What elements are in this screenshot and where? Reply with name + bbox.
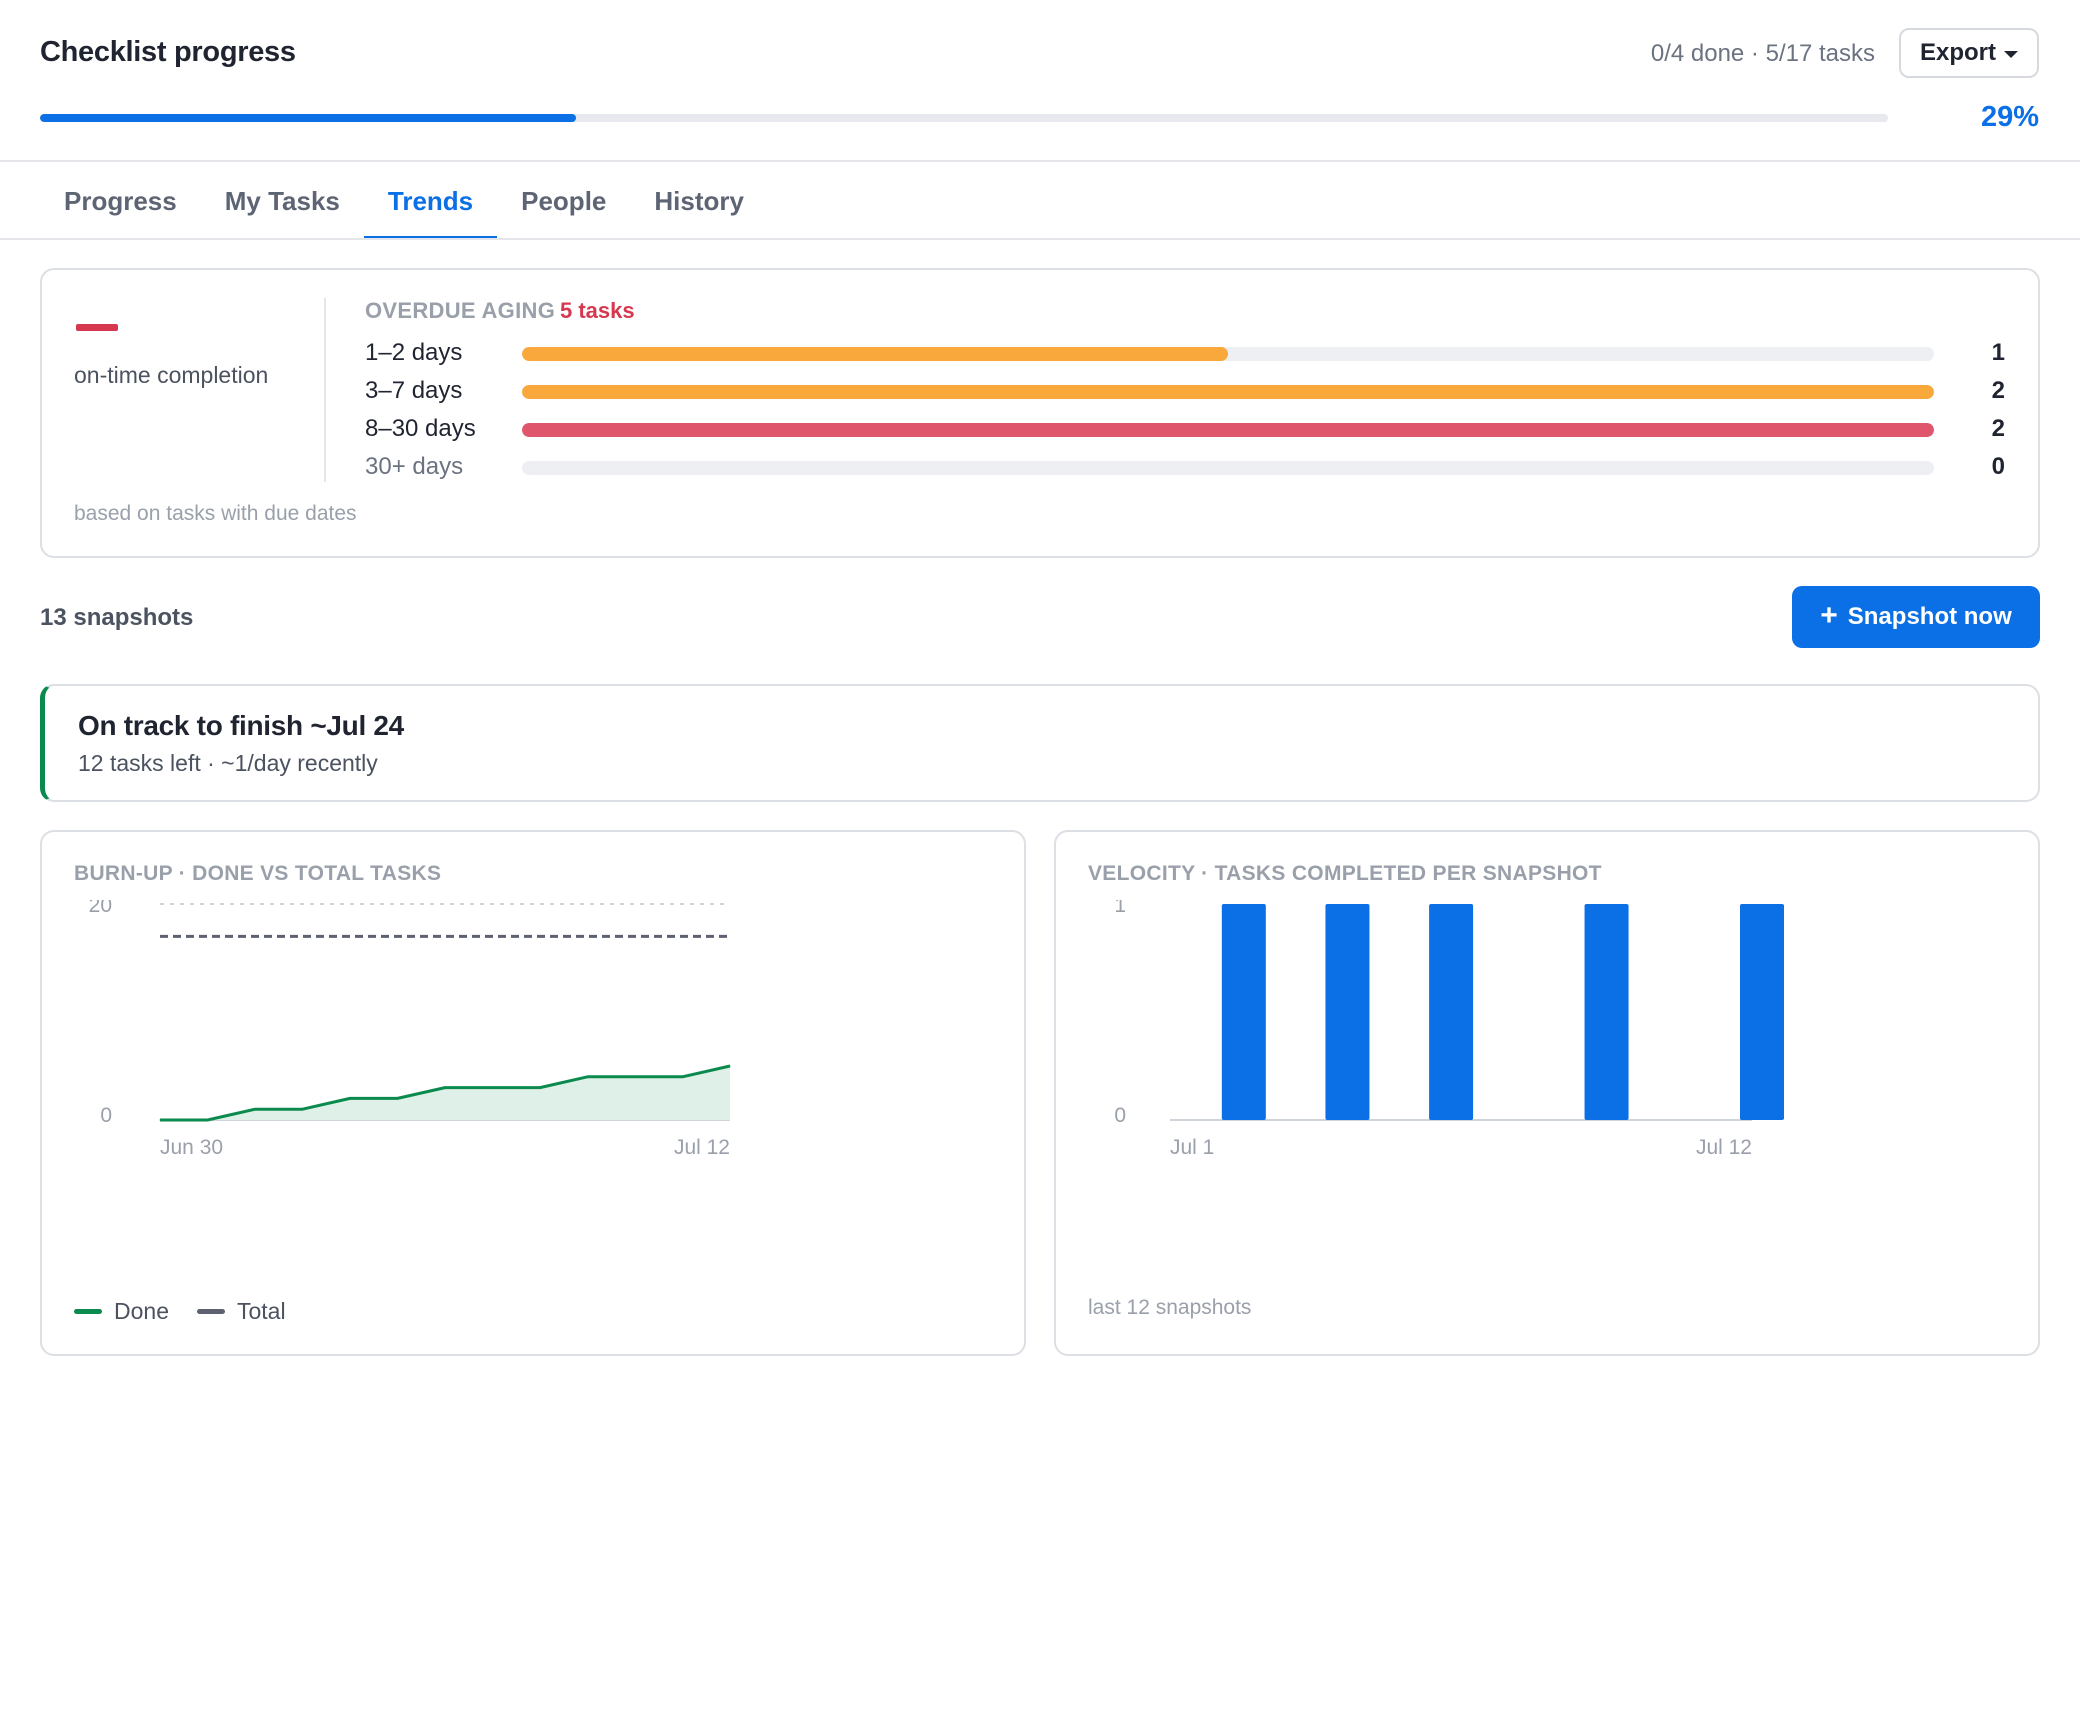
- done-data-point: [302, 1108, 303, 1110]
- done-data-point: [682, 1076, 683, 1078]
- y-tick-label: 0: [100, 1104, 112, 1127]
- forecast-callout: [40, 684, 2040, 802]
- tab-people[interactable]: People: [521, 186, 607, 216]
- legend-item-total: Total: [196, 1298, 286, 1325]
- legend-item-done: Done: [74, 1298, 169, 1325]
- y-tick-label: 20: [89, 900, 112, 917]
- tabs-divider: [0, 238, 2080, 240]
- aging-bucket-label: 30+ days: [365, 453, 464, 480]
- done-data-point: [587, 1076, 588, 1078]
- done-data-point: [539, 1087, 541, 1089]
- velocity-bar: [1221, 904, 1266, 1120]
- velocity-chart-title: VELOCITY · TASKS COMPLETED PER SNAPSHOT: [1088, 862, 1602, 885]
- aging-bar-fill: [522, 385, 1934, 399]
- snapshot-now-label: Snapshot now: [1847, 603, 2012, 630]
- aging-bucket-label: 8–30 days: [365, 415, 476, 442]
- velocity-bar: [1740, 904, 1784, 1120]
- aging-row-1-2-days: 1–2 days 1: [365, 336, 2005, 370]
- overdue-aging-heading: OVERDUE AGING: [365, 298, 556, 323]
- done-data-point: [397, 1097, 398, 1099]
- legend-label-total: Total: [236, 1298, 286, 1324]
- burnup-chart-title: BURN-UP · DONE VS TOTAL TASKS: [74, 862, 442, 885]
- tab-progress[interactable]: Progress: [64, 186, 177, 216]
- export-button[interactable]: Export: [1899, 28, 2039, 78]
- aging-bar-track: [522, 347, 1934, 361]
- aging-footnote: based on tasks with due dates: [74, 502, 357, 525]
- aging-bar-fill: [522, 423, 1934, 437]
- forecast-subtitle: 12 tasks left · ~1/day recently: [78, 750, 378, 776]
- velocity-chart-card: [1054, 830, 2040, 1356]
- burnup-chart: 20 0 Jun 30 Jul 12: [89, 900, 731, 1159]
- done-data-point: [729, 1065, 731, 1067]
- tab-bar: Progress My Tasks Trends People History: [40, 162, 768, 240]
- done-data-point: [159, 1119, 161, 1121]
- progress-percent: 29%: [1980, 101, 2039, 133]
- tab-my-tasks[interactable]: My Tasks: [224, 186, 340, 216]
- legend-label-done: Done: [114, 1298, 169, 1324]
- page-title: Checklist progress: [40, 36, 296, 68]
- legend-swatch-done: [74, 1309, 102, 1314]
- done-data-point: [444, 1087, 446, 1089]
- progress-counts: 0/4 done · 5/17 tasks: [1650, 40, 1875, 67]
- burnup-legend: Done Total: [74, 1298, 286, 1325]
- done-data-point: [254, 1108, 256, 1110]
- plus-icon: +: [1820, 599, 1838, 632]
- overdue-aging-card: [40, 268, 2040, 558]
- ontime-completion-label: on-time completion: [74, 362, 269, 388]
- velocity-bar: [1429, 904, 1474, 1120]
- done-data-point: [492, 1087, 493, 1089]
- aging-row-8-30-days: 8–30 days 2: [365, 412, 2005, 446]
- aging-bucket-label: 3–7 days: [365, 377, 463, 404]
- velocity-bar: [1584, 904, 1629, 1120]
- aging-bar-track: [522, 385, 1934, 399]
- aging-bucket-count: 0: [1991, 453, 2005, 480]
- aging-row-3-7-days: 3–7 days 2: [365, 374, 2005, 408]
- forecast-title: On track to finish ~Jul 24: [78, 710, 404, 741]
- overall-progress-fill: [40, 114, 576, 122]
- y-tick-label: 0: [1114, 1104, 1126, 1127]
- done-data-point: [634, 1076, 636, 1078]
- done-data-point: [207, 1119, 208, 1121]
- aging-bucket-label: 1–2 days: [365, 339, 463, 366]
- tab-trends[interactable]: Trends: [363, 162, 498, 240]
- aging-bucket-count: 1: [1991, 339, 2005, 366]
- aging-row-30-plus-days: 30+ days 0: [365, 450, 2005, 484]
- overall-progress-bar: [40, 114, 1888, 122]
- export-button-label: Export: [1919, 39, 1996, 66]
- x-tick-label: Jul 12: [1696, 1136, 1752, 1159]
- x-tick-label: Jul 1: [1170, 1136, 1214, 1159]
- tab-history[interactable]: History: [654, 186, 744, 216]
- ontime-empty-value-dash: [76, 324, 118, 331]
- done-data-point: [349, 1097, 351, 1099]
- aging-card-separator: [324, 298, 326, 482]
- x-tick-label: Jun 30: [160, 1136, 223, 1159]
- snapshot-now-button[interactable]: + Snapshot now: [1792, 586, 2040, 648]
- header-divider: [0, 160, 2080, 162]
- chevron-down-icon: [2004, 51, 2018, 58]
- snapshot-count: 13 snapshots: [40, 604, 194, 631]
- aging-bar-fill: [522, 347, 1228, 361]
- legend-swatch-total: [196, 1309, 225, 1314]
- aging-bucket-count: 2: [1991, 377, 2005, 404]
- velocity-bar: [1325, 904, 1370, 1120]
- velocity-chart: 1 0 Jul 1 Jul 12: [1114, 900, 1784, 1159]
- overdue-task-count: 5 tasks: [560, 298, 635, 323]
- done-series-area: [160, 1066, 730, 1120]
- aging-bar-track: [522, 461, 1934, 475]
- aging-bucket-count: 2: [1991, 415, 2005, 442]
- velocity-footnote: last 12 snapshots: [1088, 1296, 1252, 1319]
- y-tick-label: 1: [1114, 900, 1126, 917]
- x-tick-label: Jul 12: [674, 1136, 730, 1159]
- aging-bar-track: [522, 423, 1934, 437]
